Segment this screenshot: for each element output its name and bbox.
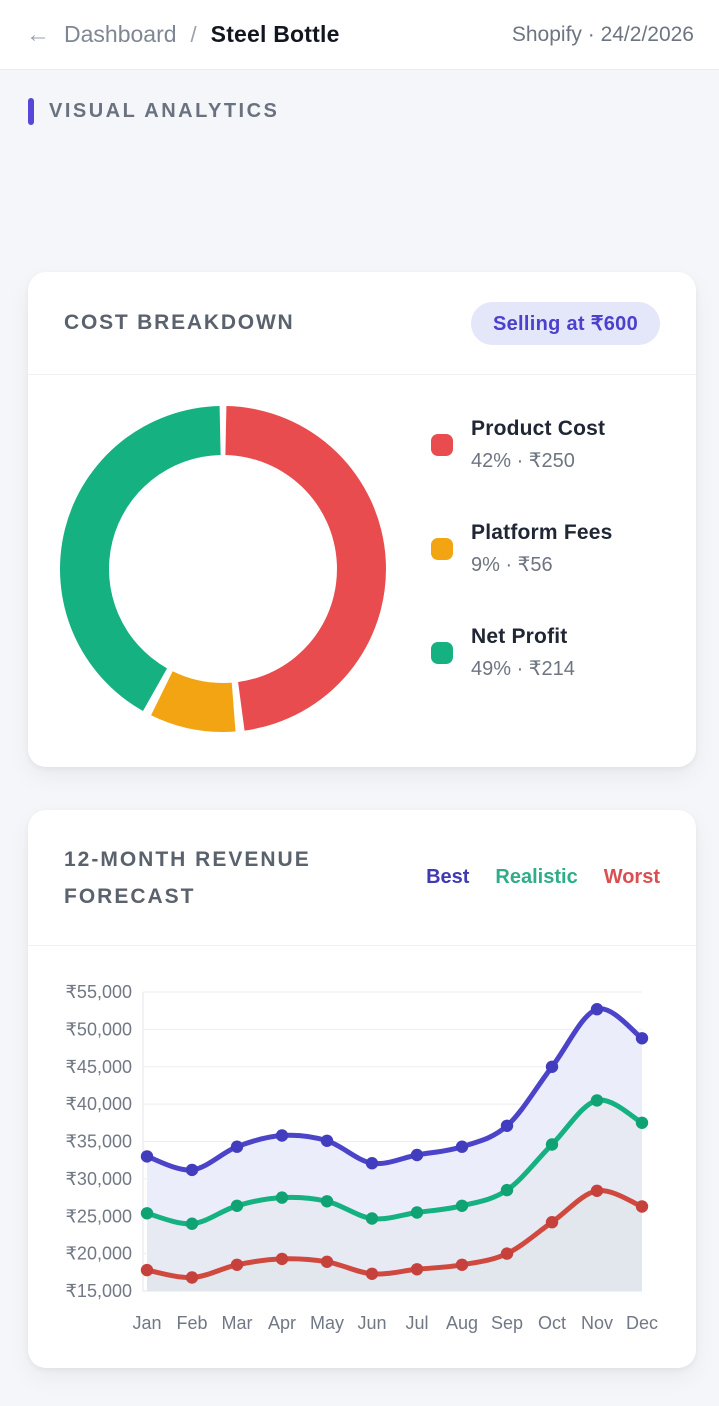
revenue-line-chart: ₹15,000 ₹20,000 ₹25,000 ₹30,000 ₹35,000 ₹40,0… (65, 982, 658, 1333)
net-profit-swatch (431, 642, 453, 664)
y-axis-label: ₹25,000 (65, 1206, 132, 1226)
back-arrow-icon[interactable]: ← (26, 20, 50, 48)
x-axis-label: Mar (222, 1313, 253, 1333)
revenue-forecast-card: 12-MONTH REVENUE FORECAST Best Realistic… (28, 810, 696, 1368)
y-axis-label: ₹40,000 (65, 1094, 132, 1114)
platform-fees-swatch (431, 538, 453, 560)
x-axis-label: Sep (491, 1313, 523, 1333)
markers-realistic (140, 1094, 649, 1230)
legend-toggle-best[interactable]: Best (426, 866, 470, 888)
breadcrumb: ← Dashboard / Steel Bottle (26, 21, 340, 48)
legend-detail: 42% · ₹250 (471, 450, 575, 472)
section-heading: VISUAL ANALYTICS (28, 98, 691, 125)
section-title: VISUAL ANALYTICS (49, 100, 280, 122)
cost-card-title: COST BREAKDOWN (64, 311, 295, 334)
platform-date-meta: Shopify · 24/2/2026 (511, 22, 694, 46)
legend-item-product-cost: Product Cost 42% · ₹250 (431, 417, 605, 473)
donut-chart (60, 406, 386, 733)
page-title: Steel Bottle (210, 21, 340, 47)
x-axis-label: Jun (357, 1313, 386, 1333)
legend-detail: 49% · ₹214 (471, 658, 575, 680)
x-axis-label: Jul (405, 1313, 428, 1333)
y-axis-label: ₹45,000 (65, 1057, 132, 1077)
x-axis-label: Apr (268, 1313, 296, 1333)
cost-breakdown-card: COST BREAKDOWN Selling at ₹600 Product C… (28, 272, 696, 767)
top-bar: ← Dashboard / Steel Bottle Shopify · 24/… (0, 0, 719, 70)
cost-card-body: Product Cost 42% · ₹250 Platform Fees 9%… (28, 375, 696, 766)
x-axis-label: Jan (132, 1313, 161, 1333)
x-axis-label: Nov (581, 1313, 613, 1333)
cost-card-header: COST BREAKDOWN Selling at ₹600 (28, 272, 696, 375)
legend-toggle-worst[interactable]: Worst (603, 866, 660, 888)
section-accent-bar (28, 98, 34, 125)
forecast-legend: Best Realistic Worst (426, 866, 660, 889)
forecast-card-header: 12-MONTH REVENUE FORECAST Best Realistic… (28, 810, 696, 946)
breadcrumb-dashboard[interactable]: Dashboard (64, 21, 177, 47)
legend-name: Product Cost (471, 417, 606, 440)
x-axis-label: Dec (626, 1313, 658, 1333)
donut-slice-platform-fees (151, 671, 236, 733)
forecast-card-body: ₹15,000 ₹20,000 ₹25,000 ₹30,000 ₹35,000 ₹40,0… (28, 946, 696, 1367)
x-axis-label: Oct (538, 1313, 566, 1333)
y-axis-label: ₹50,000 (65, 1019, 132, 1039)
y-axis-label: ₹20,000 (65, 1244, 132, 1264)
legend-name: Platform Fees (471, 521, 613, 544)
markers-best (140, 1003, 649, 1177)
legend-item-platform-fees: Platform Fees 9% · ₹56 (431, 521, 612, 577)
product-cost-swatch (431, 434, 453, 456)
x-axis-label: Aug (446, 1313, 478, 1333)
y-axis-label: ₹35,000 (65, 1132, 132, 1152)
donut-slice-net-profit (60, 406, 221, 712)
forecast-title-line1: 12-MONTH REVENUE (64, 847, 311, 871)
y-axis-label: ₹55,000 (65, 982, 132, 1002)
x-axis-label: May (310, 1313, 344, 1333)
legend-detail: 9% · ₹56 (471, 554, 553, 576)
x-axis-label: Feb (176, 1313, 207, 1333)
legend-toggle-realistic[interactable]: Realistic (495, 866, 578, 888)
legend-name: Net Profit (471, 625, 568, 648)
legend-item-net-profit: Net Profit 49% · ₹214 (431, 625, 575, 681)
forecast-title-line2: FORECAST (64, 884, 196, 908)
y-axis-label: ₹30,000 (65, 1169, 132, 1189)
selling-price-badge: Selling at ₹600 (470, 301, 660, 345)
forecast-card-title: 12-MONTH REVENUE FORECAST (64, 841, 311, 915)
markers-worst (140, 1184, 649, 1284)
y-axis-label: ₹15,000 (65, 1281, 132, 1301)
breadcrumb-separator: / (190, 21, 197, 47)
area-realistic (147, 1100, 642, 1291)
donut-slice-product-cost (225, 406, 386, 731)
area-worst (147, 1190, 642, 1291)
